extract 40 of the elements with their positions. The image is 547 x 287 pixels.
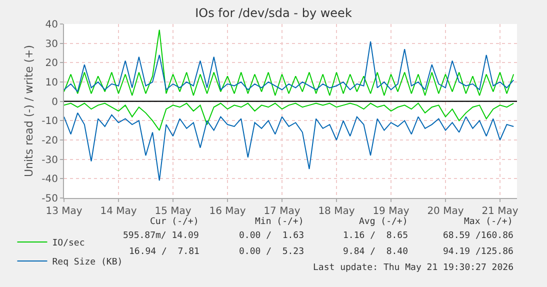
y-tick-label: 40 [45,20,58,30]
y-tick-label: -50 [42,194,58,204]
x-tick-label: 13 May [46,206,82,217]
text: 16.94 / 7.81 [129,247,200,257]
line-series [64,29,514,96]
x-tick-label: 18 May [318,206,355,217]
y-tick-label: -20 [42,136,58,146]
text: 1.16 / 8.65 [343,231,408,241]
y-tick-label: 20 [45,58,58,70]
x-tick-label: 21 May [482,206,518,217]
y-tick-label: -10 [42,116,58,128]
text: Cur (-/+) [150,217,199,227]
y-tick-label: 30 [45,38,58,50]
text: 68.59 /160.86 [443,231,514,241]
text: 9.84 / 8.40 [343,247,408,257]
text: 0.00 / 1.63 [239,231,304,241]
chart-title: IOs for /dev/sda - by week [195,6,352,20]
y-tick-label: -30 [42,154,58,166]
legend-label: IO/sec [52,238,85,248]
x-tick-label: 15 May [154,206,192,217]
legend-label: Req Size (KB) [52,258,123,268]
x-tick-label: 17 May [264,206,300,217]
line-series [64,112,514,182]
text: Min (-/+) [255,217,304,227]
y-axis-title: Units read (-) / write (+) [22,44,36,178]
line-series [64,40,514,92]
x-tick-label: 20 May [427,206,464,217]
text: 595.87m/ 14.09 [123,231,199,241]
y-tick-label: 10 [45,78,58,88]
y-tick-label: -40 [42,174,58,186]
text: Max (-/+) [464,217,513,227]
x-tick-label: 19 May [372,206,410,217]
text: 0.00 / 5.23 [239,247,304,257]
x-tick-label: 16 May [209,206,246,217]
text: 94.19 /125.86 [443,247,514,257]
x-tick-label: 14 May [100,206,137,217]
line-series [64,102,514,131]
y-tick-label: 0 [52,96,58,108]
text: Last update: Thu May 21 19:30:27 2026 [313,263,514,273]
text: Avg (-/+) [359,217,408,227]
